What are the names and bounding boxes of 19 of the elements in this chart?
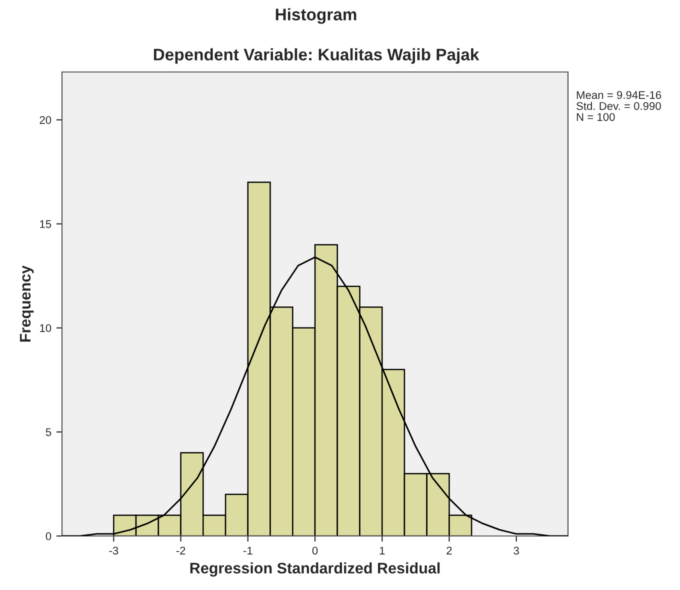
y-tick-label: 10 — [40, 324, 52, 332]
x-tick-label: 3 — [514, 546, 519, 555]
chart-subtitle: Dependent Variable: Kualitas Wajib Pajak — [154, 48, 480, 64]
text: N = 100 — [576, 113, 615, 121]
x-tick-label: -2 — [176, 546, 186, 554]
y-tick-label: 5 — [46, 428, 52, 436]
x-axis-title: Regression Standardized Residual — [190, 562, 440, 577]
x-tick-label: 1 — [380, 546, 385, 554]
x-tick-label: 2 — [446, 546, 452, 554]
x-tick-label: -1 — [243, 546, 252, 554]
x-tick-label: -3 — [109, 546, 118, 555]
text: Std. Dev. = 0.990 — [576, 102, 661, 110]
text: Mean = 9.94E-16 — [576, 91, 662, 99]
x-tick-label: 0 — [312, 546, 318, 555]
y-tick-label: 0 — [46, 532, 52, 540]
chart-title: Histogram — [276, 8, 356, 24]
y-tick-label: 15 — [40, 220, 52, 228]
y-axis-title: Frequency — [20, 265, 34, 342]
y-tick-label: 20 — [40, 116, 52, 124]
